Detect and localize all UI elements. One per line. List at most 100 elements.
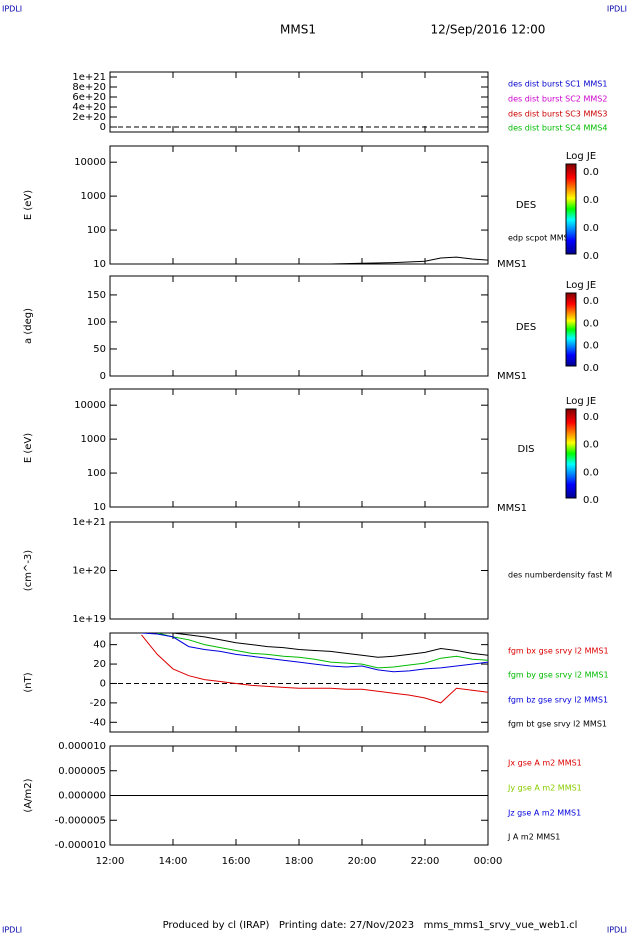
title: MMS1 [280, 23, 316, 37]
y-tick-label: 100 [87, 468, 106, 479]
y-tick-label: 10 [93, 502, 106, 513]
series-line [157, 633, 488, 669]
x-tick-label: 18:00 [285, 856, 314, 867]
y-tick-label: 10 [93, 259, 106, 270]
series-line [141, 634, 488, 704]
y-tick-label: 1e+21 [72, 517, 106, 528]
colorbar-tick-label: 0.0 [583, 495, 599, 506]
y-tick-label: 100 [87, 225, 106, 236]
y-tick-label: 150 [87, 290, 106, 301]
colorbar-tick-label: 0.0 [583, 296, 599, 307]
panel-label: DES [516, 322, 536, 333]
corner-label: IPDLI [607, 5, 627, 14]
colorbar-tick-label: 0.0 [583, 467, 599, 478]
legend-entry: Jy gse A m2 MMS1 [507, 784, 582, 793]
y-axis-label: (cm^-3) [23, 550, 34, 591]
y-tick-label: 10000 [74, 400, 106, 411]
colorbar-tick-label: 0.0 [583, 412, 599, 423]
series-line [141, 633, 488, 673]
colorbar-tick-label: 0.0 [583, 440, 599, 451]
corner-label: IPDLI [607, 926, 627, 934]
legend-entry: fgm bt gse srvy l2 MMS1 [508, 720, 607, 729]
y-tick-label: -0.000005 [55, 815, 106, 826]
panel-label: MMS1 [497, 503, 527, 514]
legend-entry: fgm bx gse srvy l2 MMS1 [508, 647, 609, 656]
y-tick-label: 0 [100, 122, 106, 133]
x-tick-label: 00:00 [474, 856, 503, 867]
series-line [330, 256, 488, 264]
panel-frame [109, 145, 489, 265]
y-tick-label: 1e+19 [72, 614, 106, 625]
y-tick-label: 8e+20 [72, 82, 106, 93]
y-axis-label: E (eV) [23, 433, 34, 463]
y-tick-label: 10000 [74, 157, 106, 168]
y-tick-label: 0.000005 [58, 766, 106, 777]
panel-label: DES [516, 200, 536, 211]
legend-entry: des dist burst SC1 MMS1 [508, 80, 607, 89]
y-tick-label: 6e+20 [72, 92, 106, 103]
panel-label: MMS1 [497, 371, 527, 382]
colorbar [565, 163, 577, 255]
series-line [172, 633, 488, 658]
legend-entry: des numberdensity fast M [508, 571, 612, 580]
y-axis-label: E (eV) [23, 190, 34, 220]
y-tick-label: 100 [87, 317, 106, 328]
y-tick-label: 50 [93, 344, 106, 355]
panel-frame [109, 521, 489, 620]
y-tick-label: 4e+20 [72, 102, 106, 113]
corner-label: IPDLI [2, 5, 22, 14]
y-tick-label: -20 [90, 698, 106, 709]
legend-entry: Jz gse A m2 MMS1 [507, 809, 581, 818]
x-tick-label: 14:00 [159, 856, 188, 867]
y-tick-label: 40 [93, 640, 106, 651]
colorbar-tick-label: 0.0 [583, 223, 599, 234]
y-tick-label: 20 [93, 659, 106, 670]
x-tick-label: 16:00 [222, 856, 251, 867]
legend-entry: des dist burst SC4 MMS4 [508, 124, 607, 133]
panel-frame [109, 388, 489, 508]
colorbar [565, 292, 577, 367]
y-tick-label: 0.000010 [58, 741, 106, 752]
legend-entry: fgm bz gse srvy l2 MMS1 [508, 696, 608, 705]
colorbar-tick-label: 0.0 [583, 363, 599, 374]
panel-label: MMS1 [497, 259, 527, 270]
colorbar-tick-label: 0.0 [583, 318, 599, 329]
colorbar-tick-label: 0.0 [583, 341, 599, 352]
legend-entry: fgm by gse srvy l2 MMS1 [508, 671, 609, 680]
y-tick-label: 1e+20 [72, 566, 106, 577]
y-axis-label: a (deg) [23, 308, 34, 344]
y-tick-label: -40 [90, 717, 106, 728]
colorbar-tick-label: 0.0 [583, 167, 599, 178]
corner-label: IPDLI [2, 926, 22, 934]
legend-entry: des dist burst SC3 MMS3 [508, 110, 607, 119]
y-tick-label: 1000 [81, 434, 106, 445]
x-tick-label: 22:00 [411, 856, 440, 867]
y-tick-label: 1000 [81, 191, 106, 202]
y-tick-label: 0.000000 [58, 791, 106, 802]
colorbar-label: Log JE [566, 396, 596, 407]
colorbar [565, 408, 577, 499]
y-tick-label: 1e+21 [72, 72, 106, 83]
footer: Produced by cl (IRAP) Printing date: 27/… [163, 920, 578, 931]
colorbar-tick-label: 0.0 [583, 251, 599, 262]
legend-entry: Jx gse A m2 MMS1 [507, 759, 582, 768]
legend-entry: edp scpot MMS1 [508, 234, 574, 243]
y-axis-label: (A/m2) [23, 778, 34, 812]
y-tick-label: 0 [100, 678, 106, 689]
colorbar-label: Log JE [566, 280, 596, 291]
y-tick-label: 0 [100, 371, 106, 382]
legend-entry: des dist burst SC2 MMS2 [508, 95, 607, 104]
legend-entry: J A m2 MMS1 [507, 833, 560, 842]
panel-label: DIS [518, 444, 535, 455]
date: 12/Sep/2016 12:00 [431, 23, 546, 37]
y-tick-label: 2e+20 [72, 112, 106, 123]
y-axis-label: (nT) [23, 672, 34, 692]
panel-frame [109, 275, 489, 377]
panel-frame [109, 632, 489, 733]
panel-frame [109, 71, 489, 133]
x-tick-label: 12:00 [96, 856, 125, 867]
y-tick-label: -0.000010 [55, 840, 106, 851]
x-tick-label: 20:00 [348, 856, 377, 867]
colorbar-tick-label: 0.0 [583, 195, 599, 206]
